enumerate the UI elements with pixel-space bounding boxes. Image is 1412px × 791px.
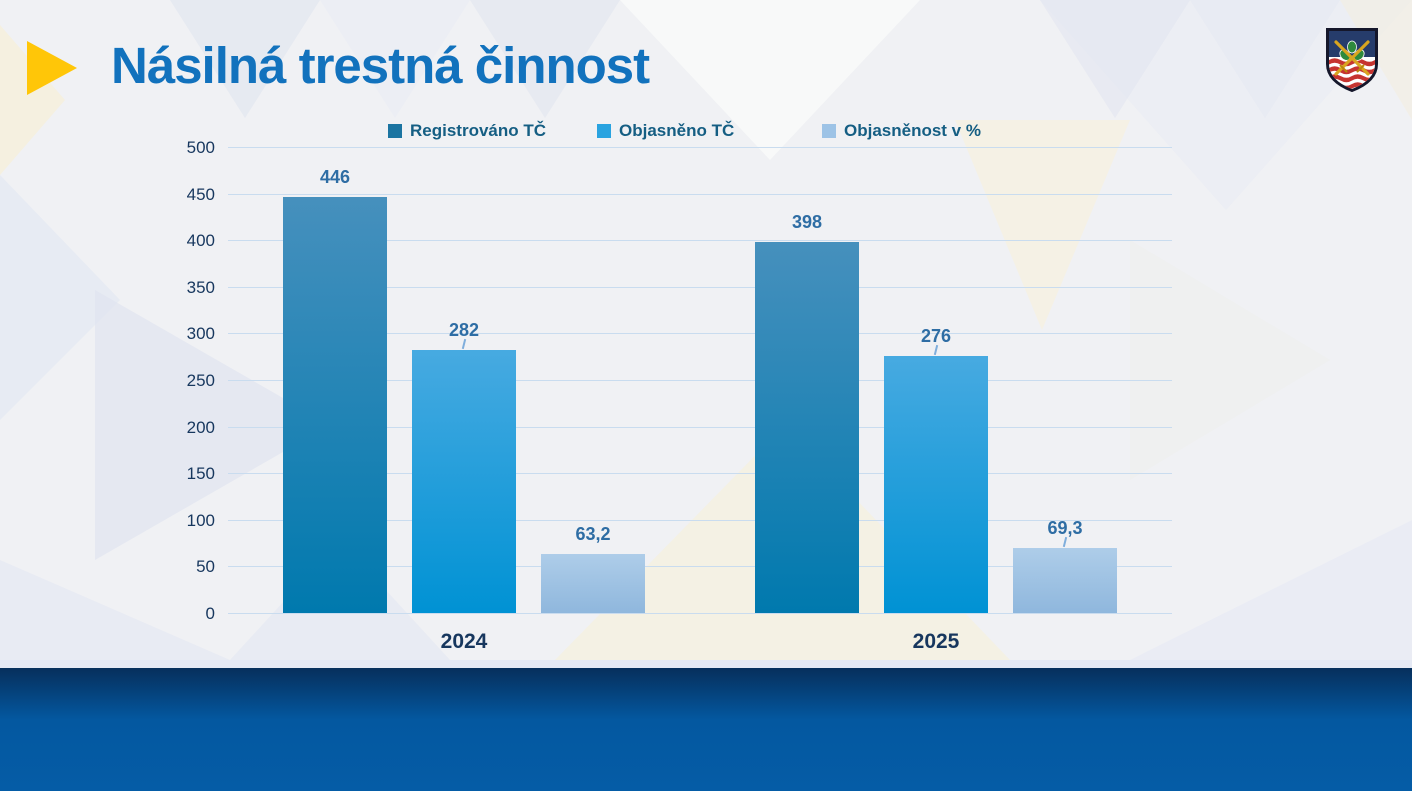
y-axis-tick-label: 300 [186, 324, 215, 344]
bar-value-label: 63,2 [575, 524, 611, 545]
gridline [228, 147, 1172, 148]
gridline [228, 286, 1172, 288]
y-axis-tick-label: 100 [186, 510, 215, 530]
legend-item: Objasněno TČ [597, 121, 735, 140]
legend-label: Objasněno TČ [619, 121, 735, 140]
gridline [228, 566, 1172, 568]
bar [283, 197, 387, 613]
y-axis-tick-label: 150 [186, 464, 215, 484]
page-title: Násilná trestná činnost [111, 37, 650, 94]
bar-value-label: 69,3 [1047, 518, 1083, 539]
legend-label: Registrováno TČ [410, 121, 547, 140]
title-arrow-icon [27, 41, 77, 95]
y-axis-tick-label: 350 [186, 277, 215, 297]
gridline [228, 333, 1172, 335]
legend-item: Registrováno TČ [388, 121, 547, 140]
gridline [228, 519, 1172, 521]
x-axis-category-label: 2025 [912, 630, 960, 653]
x-axis-category-label: 2024 [440, 630, 488, 653]
value-leader-line [933, 344, 939, 355]
bar [884, 355, 988, 613]
y-axis-tick-label: 450 [186, 184, 215, 204]
y-axis-tick-label: 400 [186, 231, 215, 251]
bar-value-label: 282 [448, 320, 480, 341]
bar [412, 350, 516, 613]
legend-label: Objasněnost v % [844, 121, 981, 140]
gridline [228, 193, 1172, 195]
gridline [228, 473, 1172, 475]
bar-value-label: 276 [920, 325, 952, 346]
value-leader-line [461, 339, 467, 350]
gridline [228, 380, 1172, 381]
y-axis-tick-label: 50 [196, 557, 215, 577]
y-axis-tick-label: 0 [205, 604, 215, 623]
y-axis-tick-label: 250 [186, 371, 215, 390]
bar [1013, 548, 1117, 613]
regional-crest-icon [1326, 28, 1378, 92]
footer-bar: POLICIE ČESKÉ REPUBLIKY Pomáhat a chráni… [0, 668, 1412, 791]
bar-value-label: 398 [791, 212, 823, 233]
footer-divider [0, 660, 1412, 668]
value-leader-line [1062, 537, 1068, 548]
legend-item: Objasněnost v % [822, 121, 981, 140]
legend-swatch-icon [822, 124, 836, 138]
gridline [228, 613, 1172, 614]
bar-value-label: 446 [319, 167, 351, 188]
legend-swatch-icon [388, 124, 402, 138]
y-axis-tick-label: 500 [186, 138, 215, 157]
gridline [228, 426, 1172, 428]
bar [541, 554, 645, 613]
bar [755, 242, 859, 613]
legend-swatch-icon [597, 124, 611, 138]
y-axis-tick-label: 200 [186, 417, 215, 437]
gridline [228, 240, 1172, 242]
